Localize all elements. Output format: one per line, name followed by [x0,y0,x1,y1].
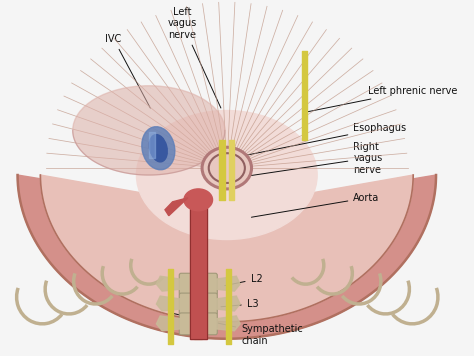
Text: Aorta: Aorta [251,193,380,217]
FancyBboxPatch shape [179,313,217,335]
Text: L2: L2 [225,274,262,286]
Ellipse shape [184,189,212,211]
Ellipse shape [202,147,252,189]
Polygon shape [156,276,181,291]
Polygon shape [191,200,207,279]
Polygon shape [156,296,181,311]
Text: Right
vagus
nerve: Right vagus nerve [237,142,383,178]
Polygon shape [194,321,202,339]
Polygon shape [194,301,202,319]
Text: Sympathetic
chain: Sympathetic chain [173,314,303,346]
Polygon shape [156,316,181,331]
Polygon shape [40,175,413,322]
Ellipse shape [137,110,317,240]
Polygon shape [215,296,240,311]
Text: Left
vagus
nerve: Left vagus nerve [167,7,221,108]
Polygon shape [165,198,188,216]
Text: Left phrenic nerve: Left phrenic nerve [307,86,457,112]
Polygon shape [194,281,202,299]
Polygon shape [215,276,240,291]
Ellipse shape [149,135,167,162]
Polygon shape [18,175,436,339]
FancyBboxPatch shape [179,293,217,315]
Text: IVC: IVC [106,34,150,108]
Polygon shape [215,316,240,331]
Polygon shape [190,200,207,339]
Ellipse shape [73,86,225,175]
FancyBboxPatch shape [179,273,217,295]
Ellipse shape [142,127,175,170]
Text: L3: L3 [221,299,258,309]
Text: Esophagus: Esophagus [234,124,406,158]
